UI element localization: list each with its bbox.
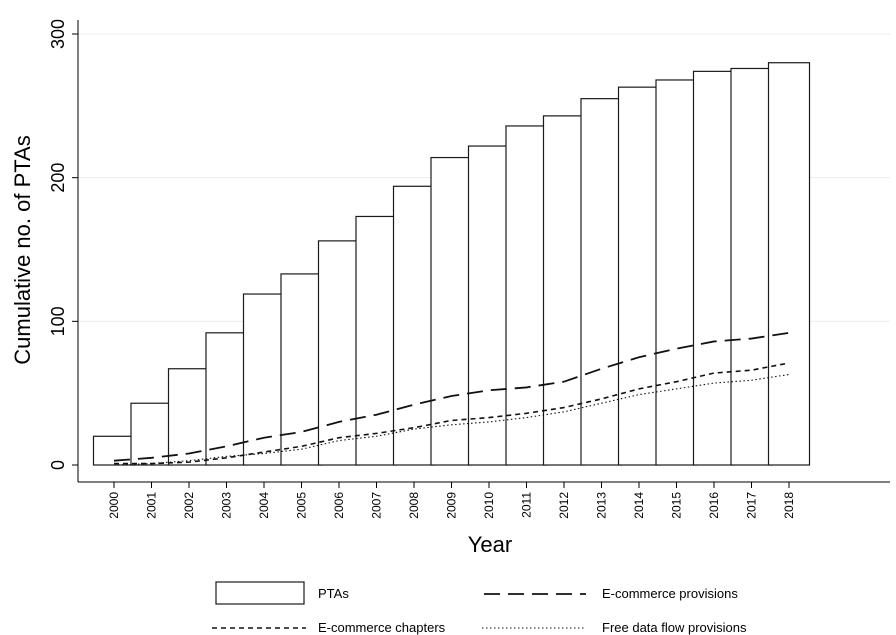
x-tick-label: 2007: [370, 492, 384, 519]
legend: PTAs E-commerce provisions E-commerce chap…: [212, 581, 747, 635]
bar-ptas: [280, 273, 323, 466]
x-tick-label: 2018: [782, 492, 796, 519]
y-tick-label: 300: [48, 19, 68, 49]
bar-ptas: [692, 70, 736, 466]
x-tick-label: 2001: [145, 492, 159, 519]
series-line-e-commerce-chapters: [114, 362, 790, 465]
x-tick-label: 2002: [182, 492, 196, 519]
x-tick-label: 2014: [632, 492, 646, 519]
bar-ptas: [130, 402, 173, 466]
legend-label-e-commerce-provisions: E-commerce provisions: [602, 586, 738, 601]
y-tick-label: 0: [48, 460, 68, 470]
x-axis-title: Year: [468, 532, 512, 557]
bar-ptas: [430, 156, 473, 466]
series-lines: [113, 331, 790, 466]
bar-ptas: [317, 240, 361, 466]
bars: [92, 62, 811, 466]
x-tick-label: 2011: [520, 492, 534, 518]
legend-label-e-commerce-chapters: E-commerce chapters: [318, 620, 446, 635]
bar-ptas: [730, 67, 773, 466]
axes: [72, 20, 890, 488]
x-tick-label: 2012: [557, 492, 571, 519]
x-tick-label: 2003: [220, 492, 234, 519]
x-tick-label: 2017: [745, 492, 759, 519]
tick-labels: 0 100 200 300 2000 2001 2002 2003 2004 2005 2006 20…: [48, 19, 796, 519]
x-tick-label: 2000: [107, 492, 121, 519]
y-axis-title: Cumulative no. of PTAs: [10, 135, 35, 364]
legend-label-free-data-flow-provisions: Free data flow provisions: [602, 620, 747, 635]
y-tick-label: 200: [48, 163, 68, 193]
series-line-e-commerce-provisions: [113, 331, 790, 462]
legend-label-ptas: PTAs: [318, 586, 349, 601]
x-tick-label: 2010: [482, 492, 496, 519]
bar-ptas: [205, 332, 248, 466]
bar-ptas: [467, 145, 511, 466]
bar-ptas: [580, 98, 623, 466]
x-tick-label: 2006: [332, 492, 346, 519]
bar-ptas: [242, 293, 286, 466]
bar-ptas: [655, 79, 698, 466]
x-tick-label: 2004: [257, 492, 271, 519]
x-tick-label: 2016: [707, 492, 721, 519]
bar-ptas: [542, 115, 586, 466]
y-tick-label: 100: [48, 306, 68, 336]
x-tick-label: 2013: [595, 492, 609, 519]
x-tick-label: 2015: [670, 492, 684, 519]
x-tick-label: 2005: [295, 492, 309, 519]
bar-ptas: [617, 86, 661, 466]
bar-ptas: [505, 125, 548, 466]
series-line-free-data-flow-provisions: [113, 373, 790, 466]
bar-ptas: [355, 215, 398, 466]
bar-ptas: [392, 185, 436, 466]
x-tick-label: 2008: [407, 492, 421, 519]
bar-ptas: [167, 368, 211, 466]
legend-swatch-ptas: [215, 581, 305, 605]
x-tick-label: 2009: [445, 492, 459, 519]
bar-ptas: [767, 62, 811, 466]
